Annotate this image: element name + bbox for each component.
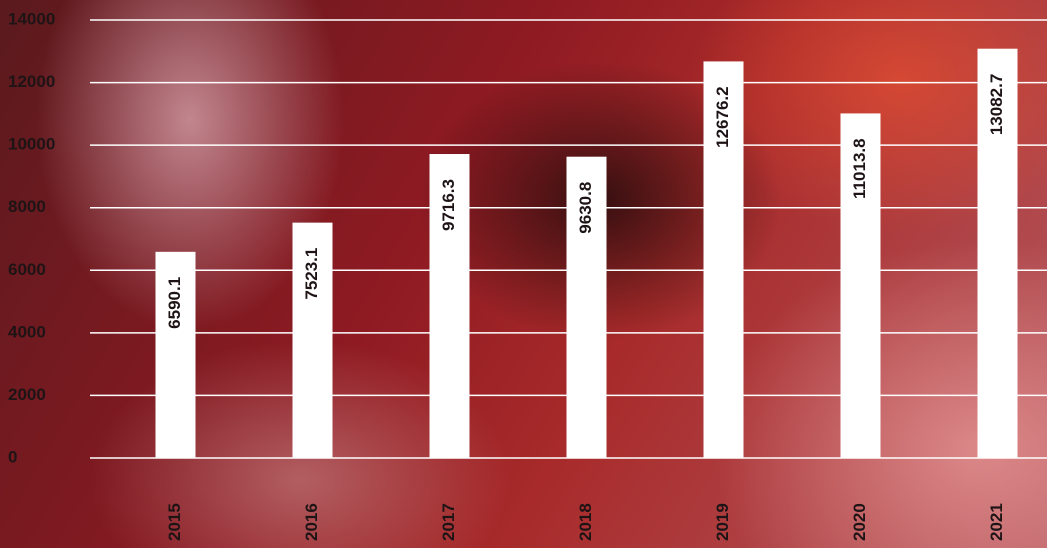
y-tick-label: 2000 xyxy=(8,385,46,404)
value-label: 11013.8 xyxy=(850,138,869,199)
chart: 0 2000 4000 6000 8000 10000 12000 14000 2015 6590… xyxy=(0,0,1047,548)
y-tick-label: 4000 xyxy=(8,322,46,341)
value-label: 9716.3 xyxy=(439,179,458,231)
x-tick-label: 2018 xyxy=(576,503,595,541)
y-tick-label: 6000 xyxy=(8,260,46,279)
x-tick-label: 2016 xyxy=(302,503,321,541)
value-label: 6590.1 xyxy=(165,277,184,329)
x-tick-label: 2017 xyxy=(439,503,458,541)
value-label: 7523.1 xyxy=(302,248,321,300)
x-tick-label: 2020 xyxy=(850,503,869,541)
y-tick-label: 10000 xyxy=(8,135,55,154)
y-tick-label: 14000 xyxy=(8,9,55,28)
y-tick-label: 8000 xyxy=(8,197,46,216)
y-tick-label: 12000 xyxy=(8,72,55,91)
value-label: 12676.2 xyxy=(713,86,732,147)
x-tick-label: 2021 xyxy=(987,503,1006,541)
value-label: 13082.7 xyxy=(987,74,1006,135)
chart-background: 0 2000 4000 6000 8000 10000 12000 14000 2015 6590… xyxy=(0,0,1047,548)
x-tick-label: 2019 xyxy=(713,503,732,541)
value-label: 9630.8 xyxy=(576,182,595,234)
y-tick-label: 0 xyxy=(8,447,17,466)
x-tick-label: 2015 xyxy=(165,503,184,541)
